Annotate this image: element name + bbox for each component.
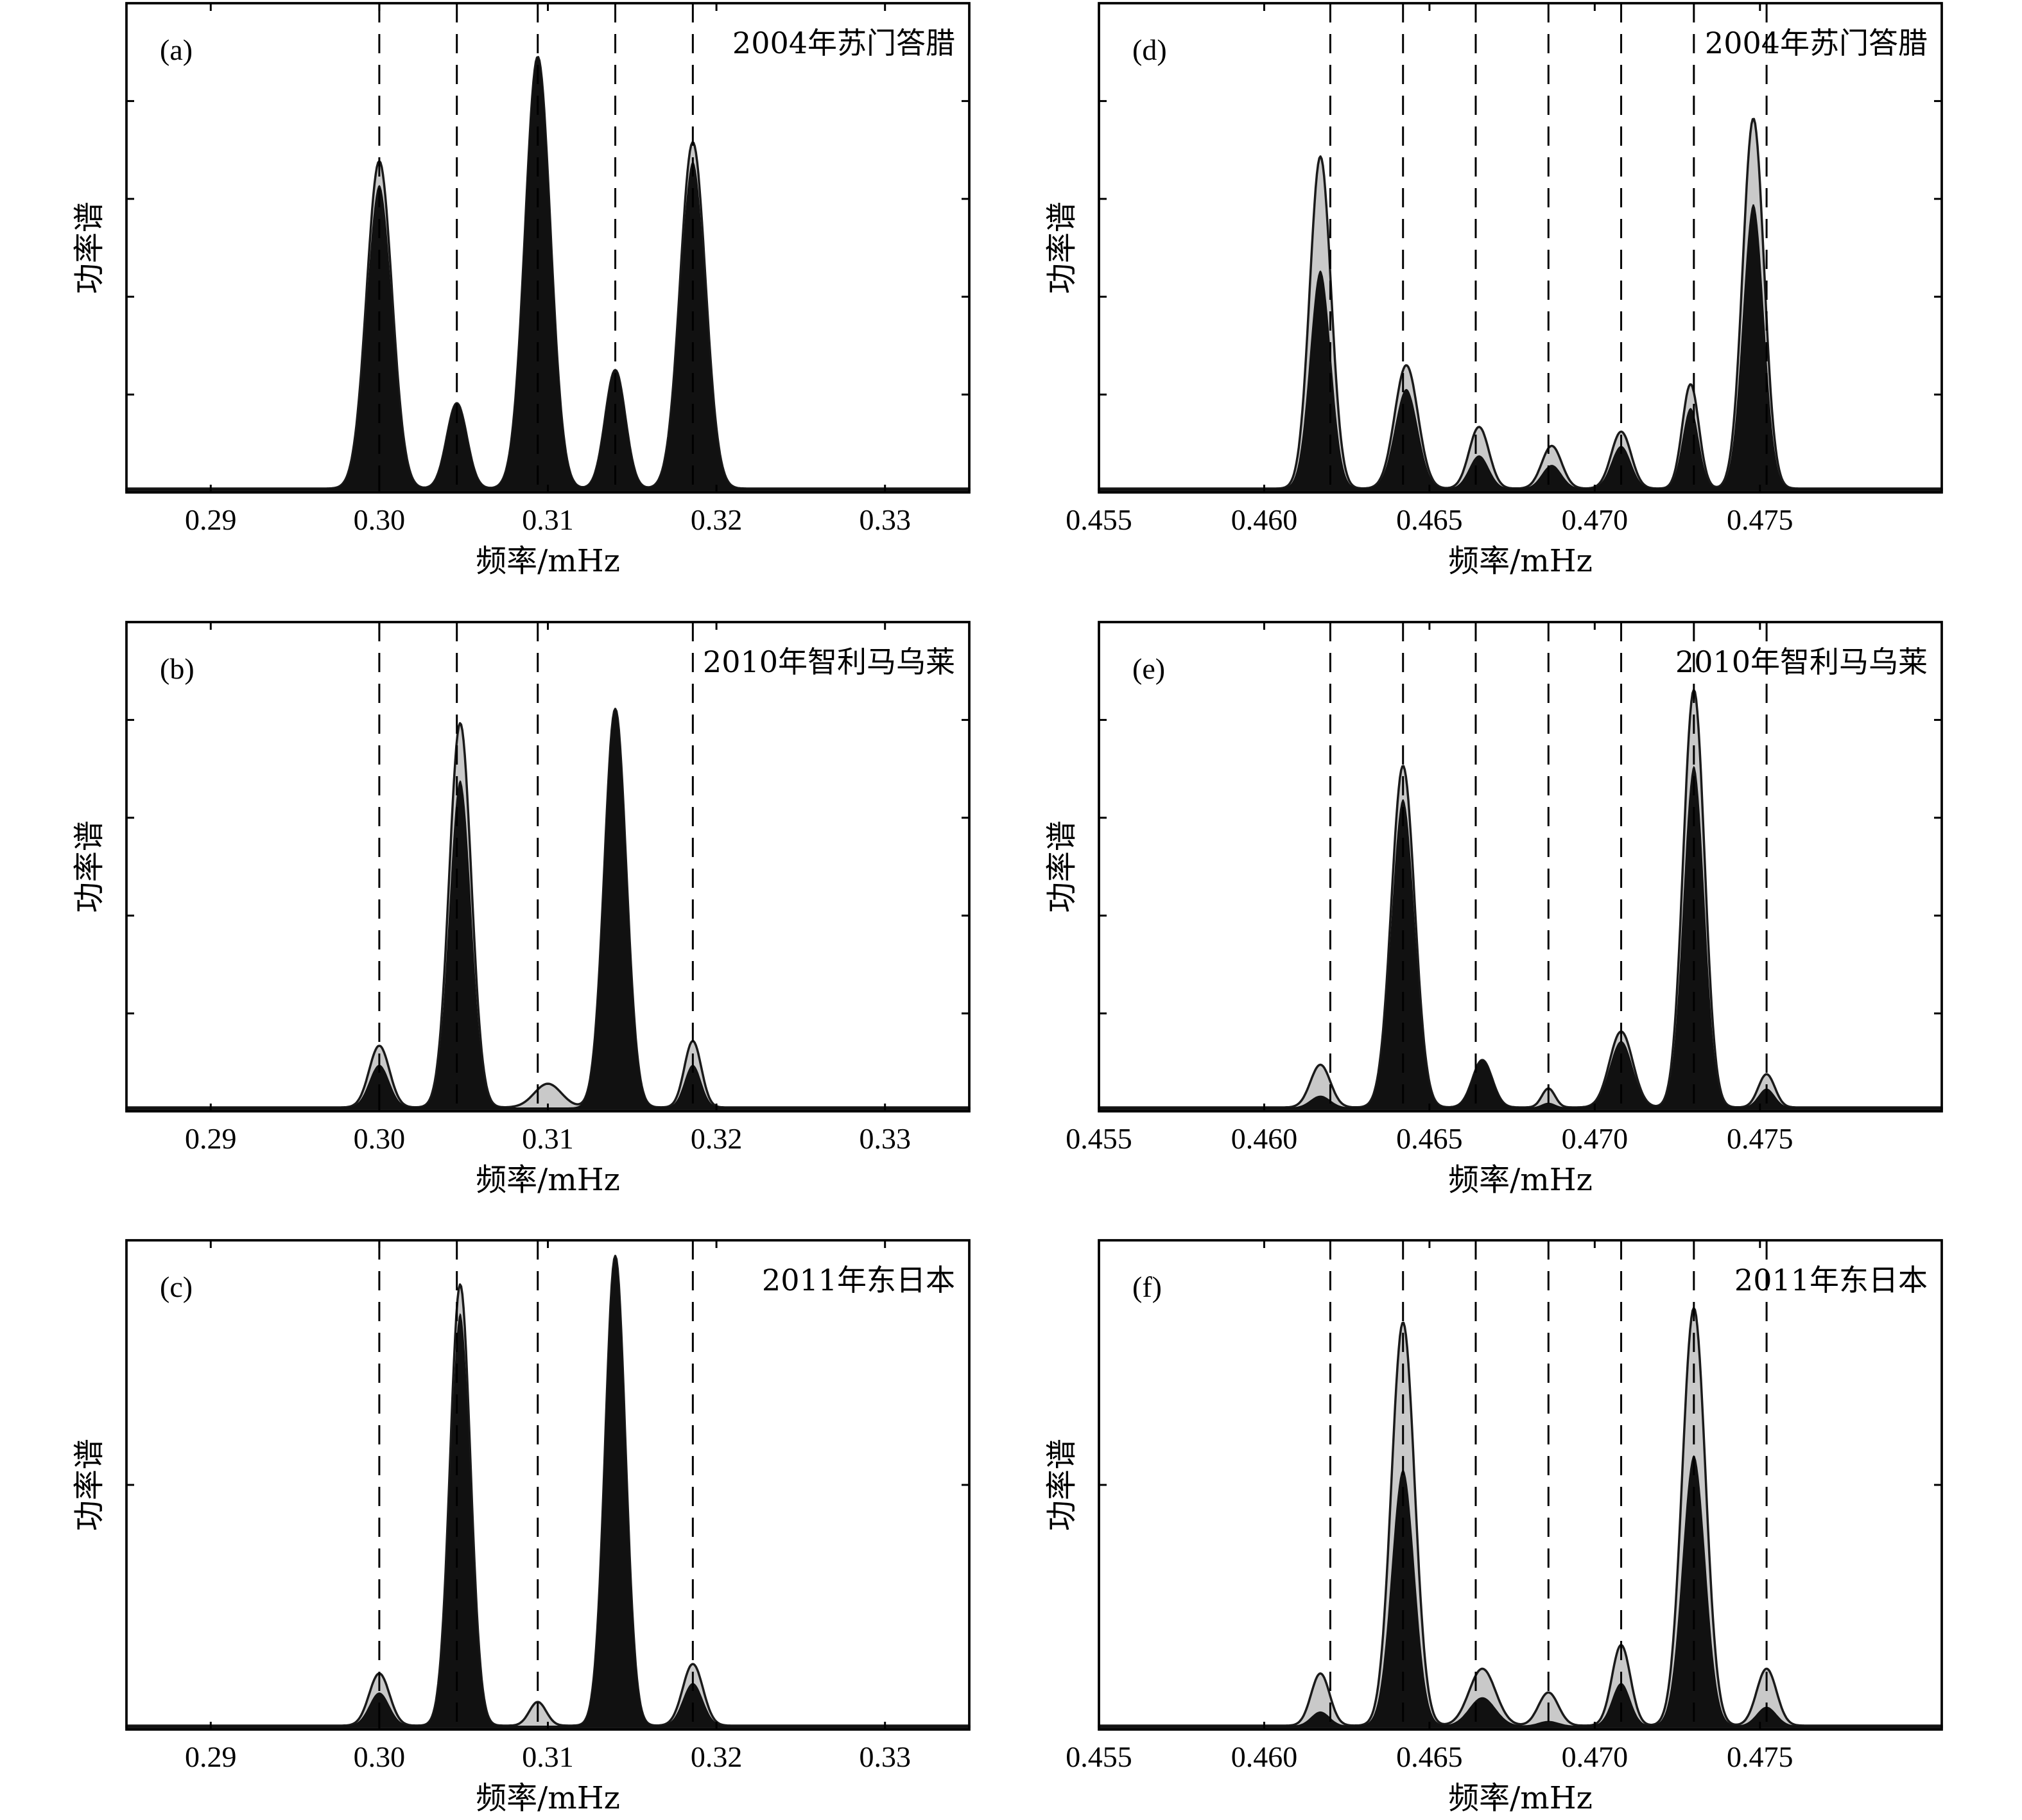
x-tick-label: 0.460 <box>1231 503 1298 536</box>
panel-a: 0.29 0.30 0.31 0.32 0.33 频率/mHz 功率谱 (a) 2004年苏门答… <box>71 2 971 579</box>
x-tick-label: 0.32 <box>691 1122 743 1155</box>
event-label: 2004年苏门答腊 <box>1705 26 1928 60</box>
panel-label: (f) <box>1132 1270 1162 1303</box>
panel-f: 0.455 0.460 0.465 0.470 0.475 频率/mHz 功率谱 (f) 201… <box>1044 1239 1943 1816</box>
axis-frame <box>1098 621 1943 1113</box>
black-spectrum-series <box>1099 204 1942 490</box>
x-tick-label: 0.465 <box>1396 503 1463 536</box>
event-label: 2011年东日本 <box>1734 1263 1928 1297</box>
event-label: 2010年智利马乌莱 <box>1675 645 1928 679</box>
y-axis-title: 功率谱 <box>1044 820 1080 913</box>
panel-label: (a) <box>160 33 193 66</box>
x-axis-title: 频率/mHz <box>1448 1162 1593 1198</box>
black-spectrum-series <box>126 56 969 490</box>
panel-label: (d) <box>1132 33 1167 66</box>
x-tick-label: 0.475 <box>1727 503 1793 536</box>
plot-area <box>1098 1239 1943 1731</box>
plot-area <box>1098 621 1943 1113</box>
x-tick-label: 0.455 <box>1066 1122 1132 1155</box>
x-tick-label: 0.31 <box>522 503 574 536</box>
panel-e: 0.455 0.460 0.465 0.470 0.475 频率/mHz 功率谱 (e) 201… <box>1044 621 1943 1198</box>
x-tick-label: 0.455 <box>1066 1740 1132 1773</box>
event-label: 2004年苏门答腊 <box>732 26 955 60</box>
y-axis-title: 功率谱 <box>1044 202 1080 294</box>
x-tick-label: 0.475 <box>1727 1122 1793 1155</box>
x-axis-title: 频率/mHz <box>476 1780 620 1816</box>
x-tick-label: 0.460 <box>1231 1740 1298 1773</box>
x-tick-label: 0.460 <box>1231 1122 1298 1155</box>
x-tick-label: 0.31 <box>522 1122 574 1155</box>
plot-area <box>1098 2 1943 494</box>
x-axis-title: 频率/mHz <box>476 543 620 579</box>
x-tick-label: 0.29 <box>185 503 237 536</box>
x-tick-label: 0.465 <box>1396 1122 1463 1155</box>
panel-label: (b) <box>160 652 194 685</box>
panel-b: 0.29 0.30 0.31 0.32 0.33 频率/mHz 功率谱 (b) 2010年智利马… <box>71 621 971 1198</box>
panel-d: 0.455 0.460 0.465 0.470 0.475 频率/mHz 功率谱 (d) 200… <box>1044 2 1943 579</box>
y-axis-title: 功率谱 <box>71 1439 107 1531</box>
x-tick-label: 0.30 <box>354 1740 406 1773</box>
x-axis-title: 频率/mHz <box>1448 543 1593 579</box>
x-axis-title: 频率/mHz <box>1448 1780 1593 1816</box>
panel-label: (e) <box>1132 652 1165 685</box>
y-axis-title: 功率谱 <box>71 202 107 294</box>
x-tick-label: 0.32 <box>691 1740 743 1773</box>
x-tick-label: 0.33 <box>859 1740 911 1773</box>
x-tick-label: 0.31 <box>522 1740 574 1773</box>
panel-label: (c) <box>160 1270 193 1303</box>
y-axis-title: 功率谱 <box>71 820 107 913</box>
x-tick-label: 0.30 <box>354 503 406 536</box>
x-tick-label: 0.465 <box>1396 1740 1463 1773</box>
x-tick-label: 0.470 <box>1562 1740 1629 1773</box>
event-label: 2011年东日本 <box>762 1263 955 1297</box>
event-label: 2010年智利马乌莱 <box>703 645 955 679</box>
plot-area <box>125 621 971 1113</box>
x-tick-label: 0.455 <box>1066 503 1132 536</box>
x-tick-label: 0.33 <box>859 1122 911 1155</box>
x-tick-label: 0.470 <box>1562 503 1629 536</box>
y-axis-title: 功率谱 <box>1044 1439 1080 1531</box>
x-axis-title: 频率/mHz <box>476 1162 620 1198</box>
x-tick-label: 0.475 <box>1727 1740 1793 1773</box>
axis-frame <box>1098 2 1943 494</box>
x-tick-label: 0.29 <box>185 1740 237 1773</box>
plot-area <box>125 1239 971 1731</box>
x-tick-label: 0.470 <box>1562 1122 1629 1155</box>
x-tick-label: 0.29 <box>185 1122 237 1155</box>
x-tick-label: 0.30 <box>354 1122 406 1155</box>
x-tick-label: 0.33 <box>859 503 911 536</box>
x-tick-label: 0.32 <box>691 503 743 536</box>
panel-c: 0.29 0.30 0.31 0.32 0.33 频率/mHz 功率谱 (c) 2011年东日本 <box>71 1239 971 1816</box>
